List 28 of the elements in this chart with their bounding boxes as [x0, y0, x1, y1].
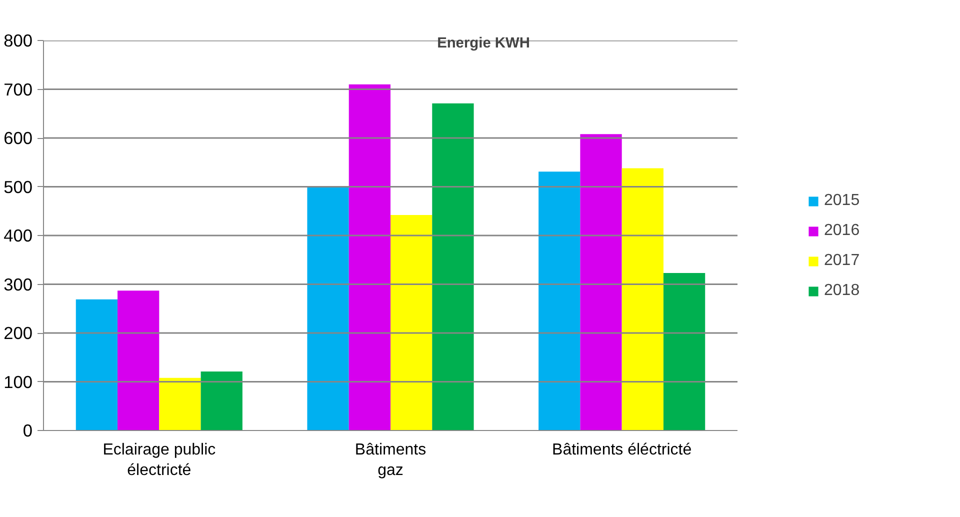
bar: [663, 273, 706, 430]
y-tick-label: 0: [22, 420, 33, 440]
bar: [76, 299, 118, 430]
x-tick-label: Eclairage public électricté: [102, 442, 216, 479]
y-tick-label: 500: [4, 176, 33, 197]
y-tick-label: 300: [4, 274, 33, 294]
y-tick-label: 700: [4, 79, 33, 100]
bar: [538, 172, 580, 430]
bar: [200, 372, 242, 430]
bar: [580, 134, 622, 430]
bar: [348, 84, 390, 430]
y-tick-label: 400: [4, 226, 33, 246]
y-tick-label: 200: [4, 323, 33, 343]
bar: [118, 290, 160, 430]
bar: [159, 378, 201, 430]
y-tick-label: 100: [4, 372, 33, 392]
legend-label: 2016: [824, 222, 860, 240]
y-tick-label: 800: [4, 30, 33, 50]
x-tick-label: Bâtiments éléctricté: [552, 442, 692, 458]
legend-label: 2018: [824, 282, 860, 300]
bar: [390, 215, 432, 430]
legend-label: 2017: [824, 252, 860, 270]
bar: [622, 168, 664, 430]
y-tick-label: 600: [4, 128, 33, 148]
bar: [432, 103, 474, 430]
legend-label: 2015: [824, 192, 860, 210]
bar: [307, 186, 349, 430]
x-tick-label: Bâtiments gaz: [354, 442, 426, 479]
